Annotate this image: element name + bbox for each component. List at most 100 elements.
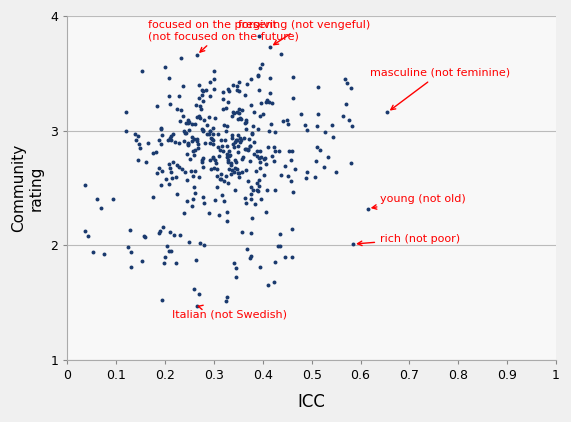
- Point: [182, 130, 191, 137]
- Point: [214, 212, 223, 219]
- Point: [261, 99, 270, 106]
- Point: [148, 194, 158, 201]
- Point: [223, 158, 232, 165]
- Point: [164, 92, 174, 99]
- Point: [216, 147, 225, 154]
- Point: [248, 186, 257, 193]
- Point: [319, 163, 328, 170]
- Point: [216, 176, 225, 182]
- Point: [182, 197, 191, 204]
- Point: [235, 135, 244, 141]
- Point: [255, 154, 264, 161]
- Point: [192, 257, 201, 263]
- Point: [341, 76, 350, 82]
- Point: [155, 230, 164, 237]
- Point: [222, 173, 231, 179]
- Point: [165, 161, 174, 168]
- Point: [231, 137, 240, 143]
- Point: [245, 143, 254, 150]
- Point: [205, 128, 214, 135]
- Point: [283, 116, 292, 123]
- Point: [164, 180, 174, 187]
- Point: [287, 254, 296, 260]
- X-axis label: ICC: ICC: [297, 393, 325, 411]
- Point: [204, 210, 213, 216]
- Point: [171, 138, 180, 145]
- Text: rich (not poor): rich (not poor): [357, 234, 460, 246]
- Point: [166, 135, 175, 142]
- Y-axis label: Community
rating: Community rating: [11, 144, 43, 232]
- Point: [248, 130, 257, 137]
- Point: [347, 122, 356, 129]
- Point: [194, 113, 203, 119]
- Point: [223, 98, 232, 105]
- Point: [264, 98, 274, 105]
- Point: [190, 168, 199, 175]
- Point: [210, 165, 219, 172]
- Point: [255, 159, 264, 166]
- Point: [232, 83, 242, 89]
- Point: [256, 154, 266, 160]
- Point: [218, 147, 227, 154]
- Point: [133, 156, 142, 163]
- Point: [255, 183, 264, 190]
- Point: [236, 137, 245, 144]
- Point: [288, 225, 297, 232]
- Point: [232, 274, 241, 281]
- Point: [255, 33, 264, 40]
- Point: [212, 184, 221, 190]
- Point: [275, 148, 284, 155]
- Point: [238, 229, 247, 235]
- Point: [248, 122, 258, 129]
- Point: [224, 152, 233, 159]
- Point: [188, 203, 197, 210]
- Point: [188, 196, 198, 203]
- Point: [234, 170, 243, 176]
- Point: [297, 110, 306, 117]
- Point: [244, 178, 253, 184]
- Point: [208, 137, 218, 144]
- Text: Italian (not Swedish): Italian (not Swedish): [172, 305, 287, 319]
- Point: [198, 194, 207, 200]
- Point: [300, 122, 309, 128]
- Point: [331, 169, 340, 176]
- Point: [175, 139, 184, 146]
- Point: [220, 177, 229, 184]
- Point: [249, 138, 258, 145]
- Point: [202, 87, 211, 94]
- Point: [363, 205, 372, 212]
- Point: [197, 159, 206, 165]
- Point: [279, 117, 288, 124]
- Point: [197, 92, 206, 98]
- Point: [219, 197, 228, 204]
- Point: [132, 136, 141, 143]
- Point: [176, 107, 186, 114]
- Point: [199, 128, 208, 135]
- Point: [216, 170, 226, 177]
- Point: [176, 55, 185, 62]
- Point: [220, 122, 229, 128]
- Point: [264, 127, 274, 134]
- Point: [228, 109, 238, 116]
- Point: [185, 155, 194, 162]
- Point: [286, 156, 295, 163]
- Point: [206, 127, 215, 134]
- Point: [209, 154, 218, 160]
- Point: [188, 172, 197, 179]
- Point: [247, 230, 256, 237]
- Point: [242, 126, 251, 133]
- Point: [210, 197, 219, 204]
- Point: [143, 139, 152, 146]
- Point: [137, 258, 146, 265]
- Point: [130, 131, 139, 138]
- Point: [189, 136, 198, 143]
- Point: [232, 136, 242, 143]
- Point: [202, 131, 211, 138]
- Point: [239, 134, 248, 141]
- Point: [206, 135, 215, 141]
- Point: [242, 81, 251, 87]
- Point: [235, 78, 244, 85]
- Point: [218, 142, 227, 149]
- Point: [172, 106, 182, 113]
- Point: [242, 199, 251, 206]
